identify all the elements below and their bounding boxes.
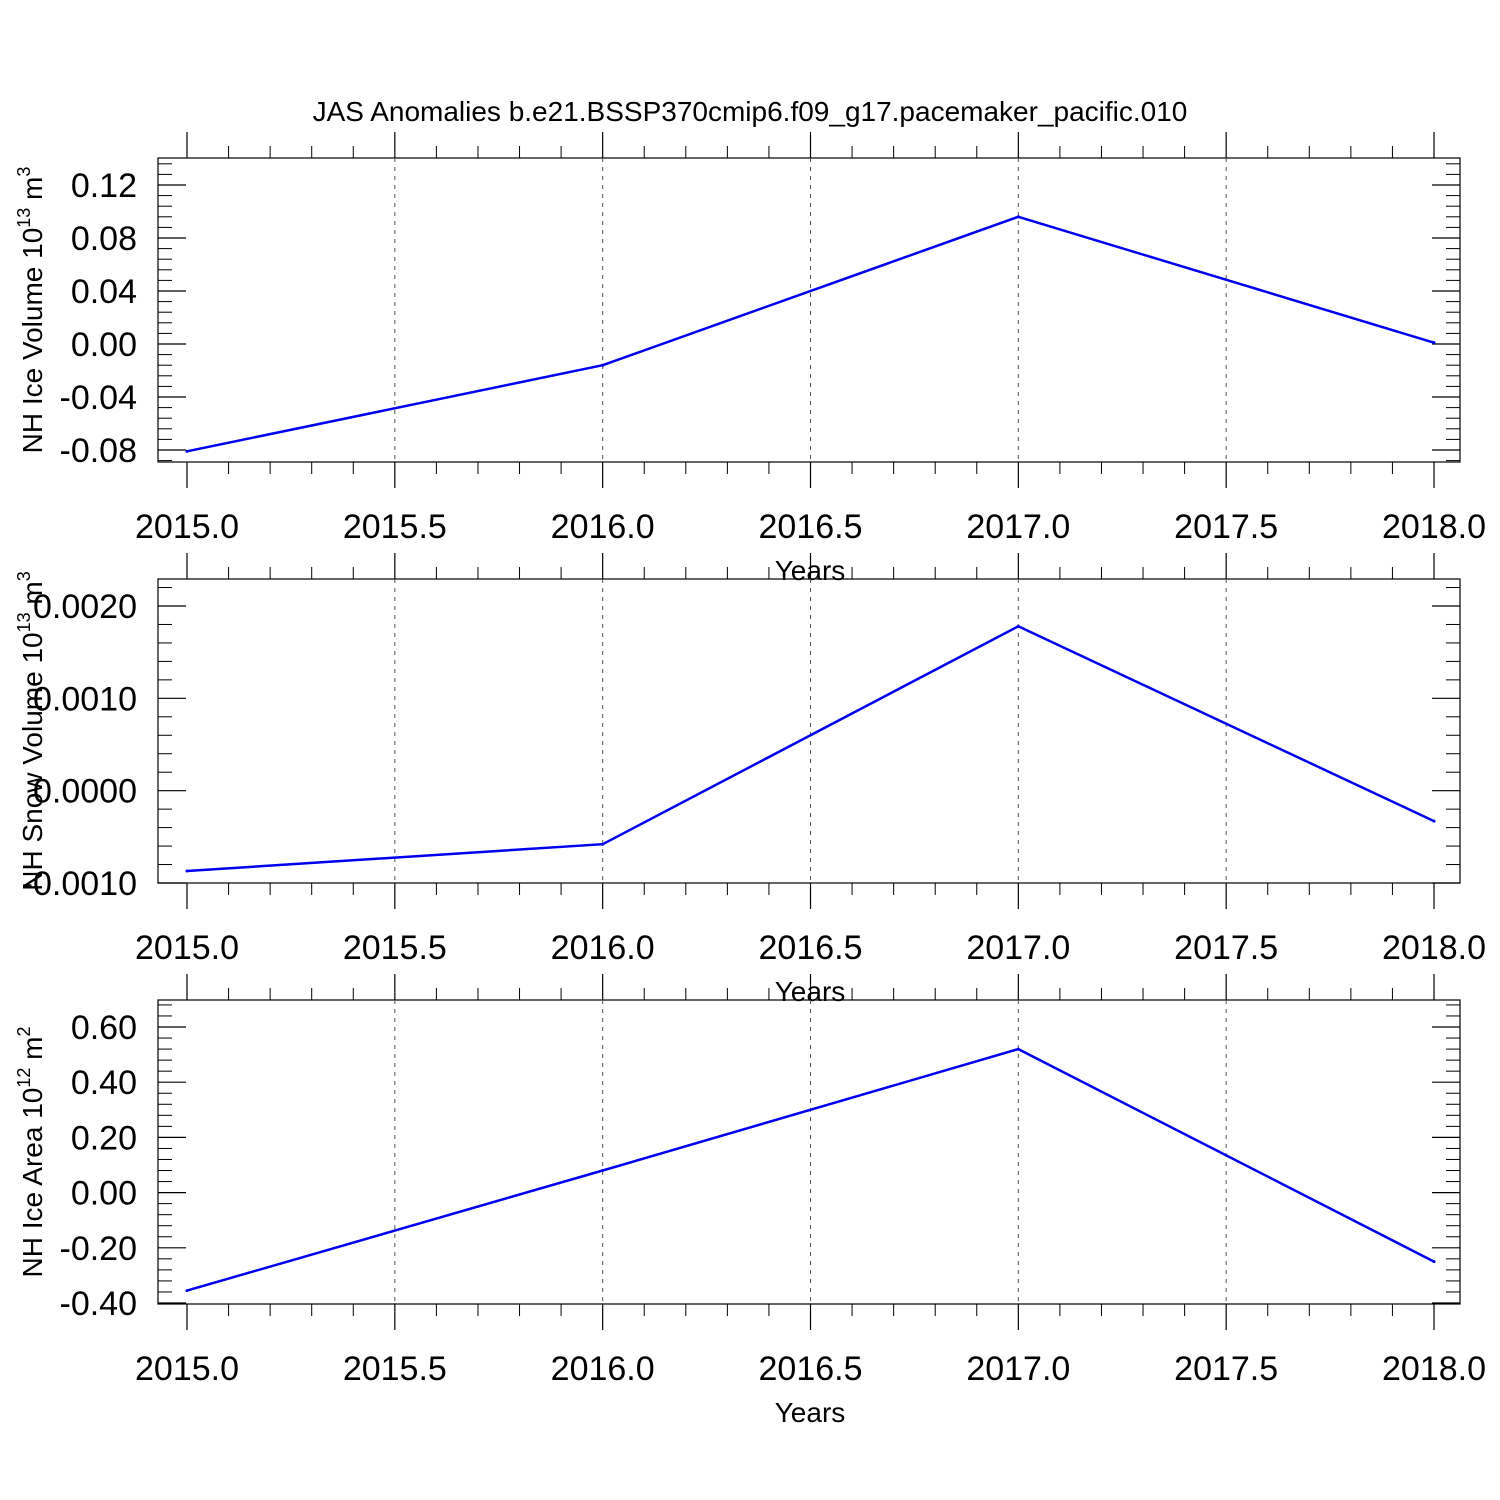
x-tick-label: 2015.5: [343, 929, 447, 967]
data-point: [601, 363, 605, 367]
y-tick-label: -0.20: [60, 1230, 138, 1268]
x-tick-label: 2018.0: [1382, 929, 1486, 967]
data-point: [185, 1289, 189, 1293]
series-line: [186, 215, 1435, 453]
y-tick-label: 0.60: [71, 1009, 137, 1047]
y-tick-label: 0.0010: [33, 680, 137, 718]
x-tick-label: 2017.0: [966, 929, 1070, 967]
data-point: [1016, 215, 1020, 219]
y-axis-label: NH Ice Area 1012 m2: [14, 1026, 48, 1277]
x-tick-label: 2016.5: [759, 929, 863, 967]
x-tick-label: 2016.0: [551, 929, 655, 967]
y-tick-label: 0.00: [71, 326, 137, 364]
y-tick-label: 0.08: [71, 220, 137, 258]
series-line: [186, 1047, 1435, 1292]
x-tick-label: 2017.0: [966, 1350, 1070, 1388]
x-tick-label: 2017.0: [966, 508, 1070, 546]
data-point: [1432, 341, 1436, 345]
y-tick-label: 0.00: [71, 1175, 137, 1213]
x-tick-label: 2017.5: [1174, 508, 1278, 546]
y-tick-label: 0.12: [71, 167, 137, 205]
data-point: [185, 869, 189, 873]
x-tick-label: 2018.0: [1382, 508, 1486, 546]
y-tick-label: -0.08: [60, 432, 138, 470]
plot-frame: [157, 999, 1461, 1305]
x-tick-label: 2017.5: [1174, 1350, 1278, 1388]
chart-panel-1: 2015.0 2015.5 2016.0 2016.5 2017.0 2017.5 2018…: [14, 132, 1486, 586]
data-point: [185, 449, 189, 453]
plot-frame: [157, 578, 1461, 884]
y-tick-label: 0.04: [71, 273, 137, 311]
data-point: [1432, 1260, 1436, 1264]
figure-title: JAS Anomalies b.e21.BSSP370cmip6.f09_g17…: [312, 96, 1188, 127]
x-tick-label: 2016.5: [759, 508, 863, 546]
x-tick-label: 2017.5: [1174, 929, 1278, 967]
x-tick-label: 2016.0: [551, 508, 655, 546]
data-point: [1016, 624, 1020, 628]
x-tick-label: 2015.0: [135, 1350, 239, 1388]
x-tick-label: 2015.0: [135, 508, 239, 546]
data-point: [1432, 819, 1436, 823]
data-point: [601, 1169, 605, 1173]
y-tick-label: 0.0000: [33, 773, 137, 811]
data-point: [601, 842, 605, 846]
x-tick-label: 2016.0: [551, 1350, 655, 1388]
y-tick-label: 0.0020: [33, 588, 137, 626]
x-tick-label: 2016.5: [759, 1350, 863, 1388]
y-axis-label: NH Ice Volume 1013 m3: [14, 167, 48, 454]
plot-frame: [157, 157, 1461, 463]
y-tick-label: 0.40: [71, 1064, 137, 1102]
x-tick-label: 2018.0: [1382, 1350, 1486, 1388]
x-axis-label: Years: [775, 1397, 846, 1428]
x-tick-label: 2015.5: [343, 508, 447, 546]
y-tick-label: -0.0010: [22, 865, 137, 903]
x-tick-label: 2015.0: [135, 929, 239, 967]
x-tick-label: 2015.5: [343, 1350, 447, 1388]
y-tick-label: -0.40: [60, 1285, 138, 1323]
chart-panel-3: 2015.0 2015.5 2016.0 2016.5 2017.0 2017.5 2018…: [14, 974, 1486, 1428]
chart-panel-2: 2015.0 2015.5 2016.0 2016.5 2017.0 2017.5 2018…: [14, 553, 1486, 1007]
y-axis-label: NH Snow Volume 1013 m3: [14, 571, 48, 891]
data-point: [1016, 1047, 1020, 1051]
y-tick-label: -0.04: [60, 379, 138, 417]
series-line: [186, 624, 1435, 873]
y-tick-label: 0.20: [71, 1119, 137, 1157]
